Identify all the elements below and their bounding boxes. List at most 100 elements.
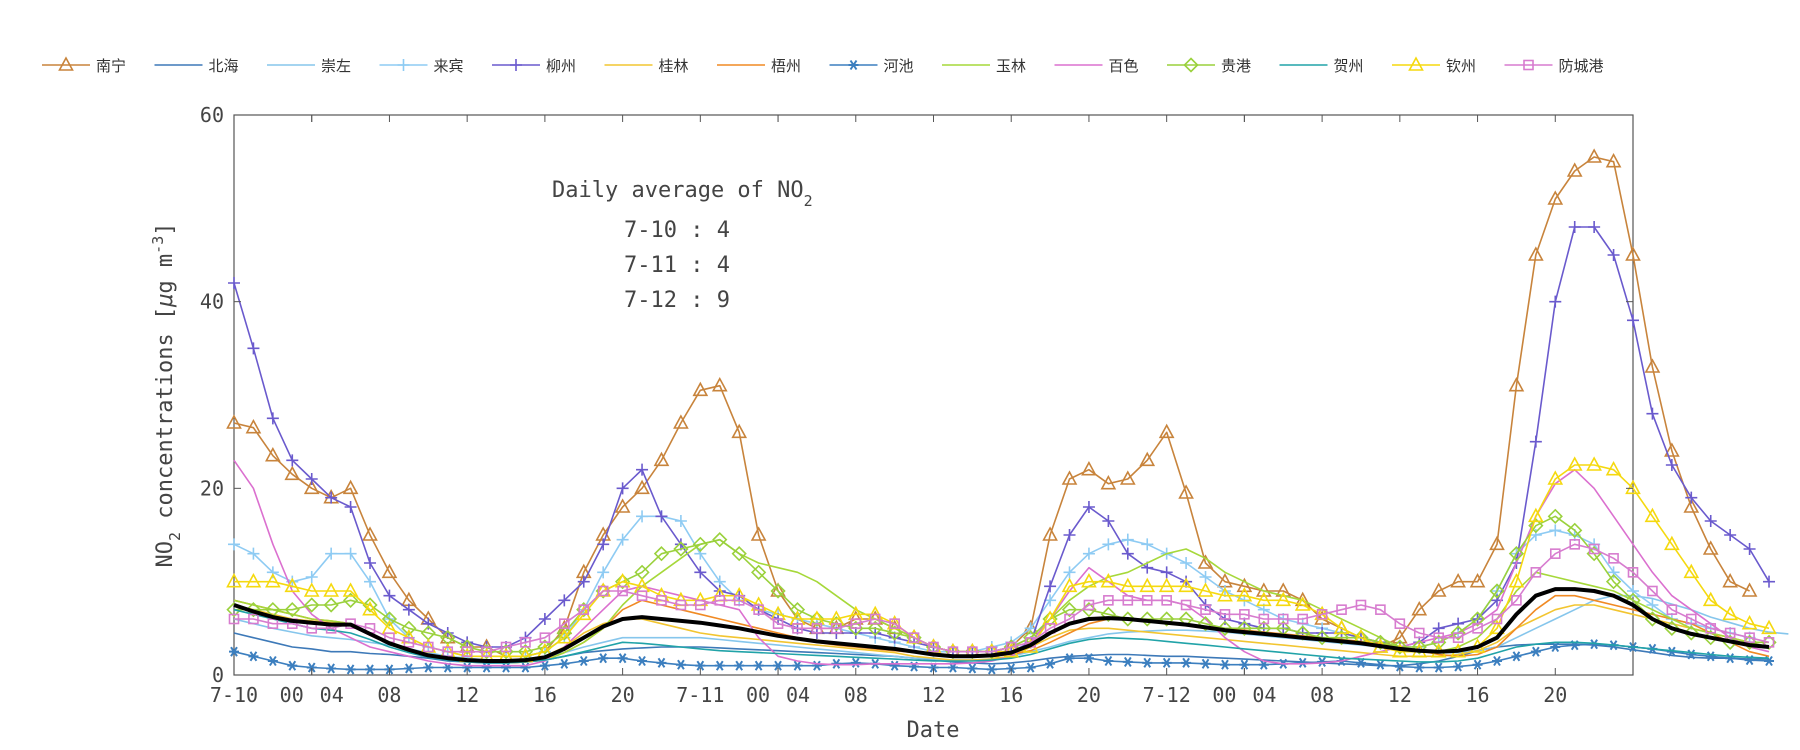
series-3-point: [636, 510, 649, 523]
series-13-point: [1705, 623, 1717, 634]
legend-label: 贵港: [1221, 57, 1251, 75]
series-10-point: [1333, 630, 1350, 646]
series-7-point: [365, 664, 376, 675]
series-0-point: [692, 381, 709, 397]
series-7-point: [1491, 655, 1502, 667]
series-4-point: [1588, 221, 1601, 233]
series-12-point: [245, 572, 262, 588]
series-13-point: [1258, 613, 1270, 625]
series-7-point: [1219, 659, 1230, 670]
series-12-point: [284, 577, 301, 593]
series-7-point: [1200, 658, 1211, 669]
series-13-point: [442, 646, 454, 657]
series-13-point: [1375, 604, 1386, 615]
series-10-point: [731, 546, 747, 562]
series-4-point: [364, 557, 377, 569]
legend-item: 防城港: [1504, 57, 1604, 75]
series-3-point: [1627, 585, 1639, 597]
series-12-point: [1255, 591, 1272, 607]
daily-average-annotation: Daily average of NO2 7-10 : 4 7-11 : 4 7…: [552, 178, 813, 313]
series-13-point: [597, 585, 609, 597]
legend-label: 桂林: [659, 57, 689, 75]
series-13-point: [1530, 567, 1542, 578]
legend-label: 柳州: [546, 57, 576, 75]
series-7-point: [1375, 659, 1386, 670]
series-4-point: [247, 342, 260, 355]
series-13-point: [539, 632, 551, 643]
legend-item: 贵港: [1167, 57, 1251, 75]
series-0-point: [1197, 554, 1214, 569]
x-tick-label: 04: [786, 683, 810, 707]
series-7-point: [345, 664, 356, 675]
series-7-point: [1686, 649, 1697, 660]
legend-swatch-marker: [1183, 57, 1199, 73]
series-13-point: [1511, 595, 1522, 606]
series-0-point: [1528, 246, 1544, 261]
series-7-point: [1511, 651, 1522, 662]
series-7-point: [889, 660, 900, 671]
series-0-point: [265, 446, 281, 462]
series-12-point: [1586, 456, 1602, 471]
series-0-point: [1042, 526, 1058, 541]
series-7-point: [539, 660, 550, 671]
series-12-point: [1722, 605, 1738, 621]
series-4-point: [344, 501, 357, 513]
series-13-point: [656, 595, 667, 606]
series-12-point: [1217, 586, 1233, 602]
x-tick-label: 20: [1077, 683, 1101, 707]
series-10-point: [1061, 602, 1078, 618]
series-0-point: [303, 479, 320, 495]
series-10-point: [1314, 630, 1330, 646]
series-0-point: [1119, 470, 1136, 485]
series-4-point: [1724, 529, 1737, 541]
series-3-point: [1102, 538, 1115, 551]
series-4-point: [1665, 459, 1678, 471]
series-3-point: [1180, 557, 1193, 569]
series-0-point: [1566, 162, 1583, 177]
series-13-point: [753, 604, 764, 615]
series-0-point: [1586, 148, 1602, 163]
legend-item: 百色: [1054, 57, 1139, 75]
series-10-point: [245, 602, 262, 618]
series-7-point: [1161, 657, 1172, 668]
series-10-point: [459, 639, 475, 655]
legend-item: 南宁: [42, 56, 126, 75]
series-13-point: [1394, 618, 1406, 629]
annotation-line-3: 7-12 : 9: [624, 288, 730, 313]
series-13-point: [695, 599, 706, 611]
series-7-point: [656, 657, 667, 668]
series-4-point: [422, 617, 435, 630]
series-10-point: [712, 532, 728, 548]
series-10-point: [1528, 518, 1544, 534]
series-13-point: [500, 641, 512, 653]
series-13-point: [1219, 609, 1231, 620]
series-4-point: [1063, 529, 1076, 541]
series-13-point: [1433, 632, 1444, 643]
series-13-point: [1277, 613, 1289, 625]
series-7-point: [850, 657, 861, 668]
series-12-point: [1566, 456, 1583, 471]
series-13-point: [423, 641, 434, 653]
y-tick-label: 40: [200, 290, 224, 314]
series-7-point: [462, 662, 473, 673]
series-12-point: [1625, 479, 1641, 495]
series-3-point: [247, 547, 260, 560]
series-13-point: [1588, 543, 1600, 555]
series-4-point: [1082, 501, 1095, 513]
series-4-point: [1121, 547, 1134, 560]
series-12-point: [1275, 591, 1292, 607]
chart-legend: 南宁 北海 崇左 来宾 柳州 桂林 梧州 河池 玉林 百色 贵港 贺州 钦州 防城港: [42, 56, 1604, 75]
series-13-point: [869, 613, 881, 625]
series-7-point: [403, 663, 414, 674]
legend-item: 北海: [154, 57, 239, 75]
series-7-point: [714, 660, 725, 671]
legend-label: 北海: [209, 57, 239, 75]
series-13-point: [1355, 599, 1367, 611]
series-12-point: [1158, 577, 1175, 593]
series-13-point: [1627, 567, 1639, 578]
series-4-point: [1763, 575, 1776, 588]
series-0-point: [1158, 423, 1175, 439]
series-4-point: [325, 491, 338, 504]
series-3-point: [1063, 566, 1076, 579]
